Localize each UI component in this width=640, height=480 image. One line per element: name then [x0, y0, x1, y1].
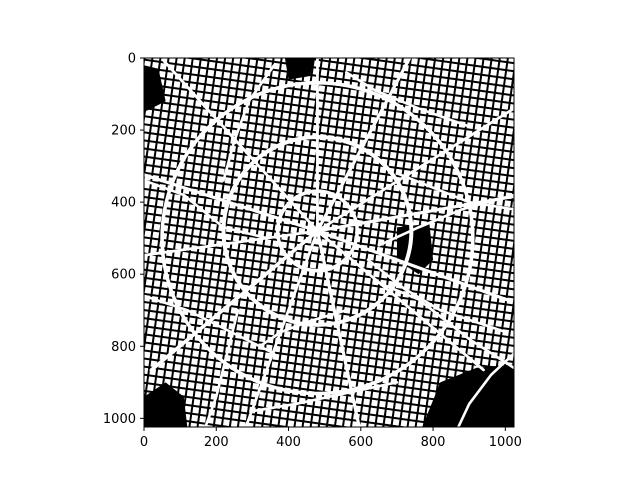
major-road: [222, 63, 276, 182]
radial-road: [161, 58, 319, 233]
major-road: [251, 381, 399, 413]
x-tick-label: 400: [276, 435, 301, 450]
water-body: [144, 382, 188, 427]
major-road: [258, 308, 348, 348]
radial-road: [144, 173, 320, 233]
water-body: [284, 58, 314, 80]
radial-road: [315, 229, 510, 302]
major-road: [345, 71, 471, 128]
x-tick-label: 600: [348, 435, 373, 450]
y-tick-label: 1000: [103, 412, 136, 427]
radial-road: [316, 229, 485, 372]
radial-road: [315, 229, 361, 427]
radial-road: [315, 58, 412, 233]
axes-frame: [143, 57, 515, 428]
major-road: [377, 193, 514, 247]
major-road: [366, 258, 507, 334]
image-background: [144, 58, 514, 427]
x-tick-label: 200: [204, 435, 229, 450]
major-road: [395, 172, 514, 211]
road-layer: [144, 58, 514, 427]
major-road: [457, 352, 514, 427]
water-body: [144, 65, 166, 113]
x-tick-label: 800: [421, 435, 446, 450]
y-tick-label: 200: [111, 124, 136, 139]
radial-road: [144, 229, 319, 257]
y-tick-label: 400: [111, 196, 136, 211]
water-layer: [144, 58, 514, 427]
x-axis: 0 200 400 600 800 1000: [140, 427, 522, 450]
y-tick-label: 600: [111, 268, 136, 283]
major-road: [144, 294, 276, 355]
major-road: [373, 280, 514, 370]
x-tick-label: 1000: [489, 435, 522, 450]
major-road: [144, 179, 269, 240]
water-body: [422, 364, 514, 427]
y-axis: 0 200 400 600 800 1000: [103, 52, 144, 427]
radial-road: [149, 229, 320, 372]
y-tick-label: 800: [111, 340, 136, 355]
plot-area: [144, 58, 514, 427]
x-tick-label: 0: [140, 435, 148, 450]
radial-road: [316, 107, 514, 233]
y-tick-label: 0: [128, 52, 136, 67]
